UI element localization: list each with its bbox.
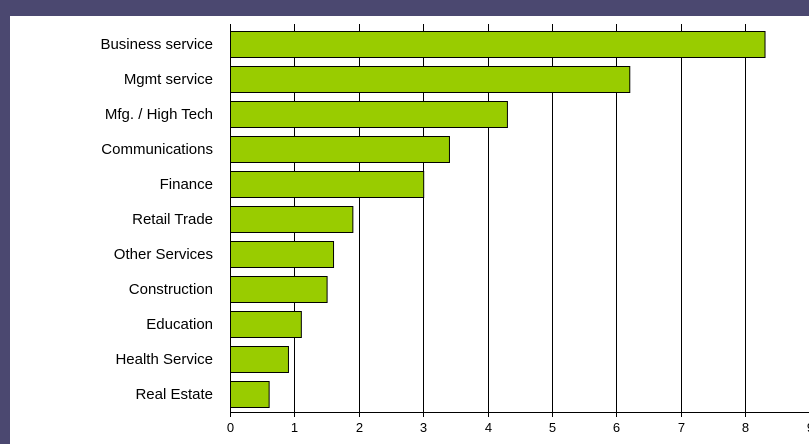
bar-construction (230, 276, 328, 303)
category-label-education: Education (146, 316, 213, 333)
tick-label-0: 0 (227, 420, 234, 435)
bar-retail-trade (230, 206, 354, 233)
bar-mgmt-service (230, 66, 631, 93)
bar-real-estate (230, 381, 270, 408)
category-label-business-service: Business service (100, 36, 213, 53)
tick-label-1: 1 (291, 420, 298, 435)
category-label-mgmt-service: Mgmt service (124, 71, 213, 88)
bar-communications (230, 136, 450, 163)
bar-education (230, 311, 302, 338)
tick-label-9: 9 (807, 420, 809, 435)
axes (230, 24, 809, 417)
category-label-other-services: Other Services (114, 246, 213, 263)
chart-panel: Business service Mgmt service Mfg. / High … (10, 16, 809, 444)
category-label-communications: Communications (101, 141, 213, 158)
category-label-health-service: Health Service (115, 351, 213, 368)
category-label-real-estate: Real Estate (135, 386, 213, 403)
tick-label-5: 5 (549, 420, 556, 435)
tick-labels: 0 1 2 3 4 5 6 7 8 9 (227, 420, 809, 435)
bar-chart: Business service Mgmt service Mfg. / High … (100, 24, 809, 435)
tick-label-3: 3 (420, 420, 427, 435)
bar-mfg-high-tech (230, 101, 508, 128)
tick-label-2: 2 (356, 420, 363, 435)
category-labels: Business service Mgmt service Mfg. / High … (100, 36, 213, 403)
bar-other-services (230, 241, 335, 268)
category-label-construction: Construction (129, 281, 213, 298)
bar-health-service (230, 346, 289, 373)
tick-label-4: 4 (485, 420, 492, 435)
bar-finance (230, 171, 425, 198)
bars (230, 31, 766, 408)
bar-business-service (230, 31, 766, 58)
tick-label-8: 8 (742, 420, 749, 435)
tick-label-6: 6 (613, 420, 620, 435)
category-label-mfg-high-tech: Mfg. / High Tech (105, 106, 213, 123)
category-label-finance: Finance (160, 176, 213, 193)
category-label-retail-trade: Retail Trade (132, 211, 213, 228)
tick-label-7: 7 (678, 420, 685, 435)
